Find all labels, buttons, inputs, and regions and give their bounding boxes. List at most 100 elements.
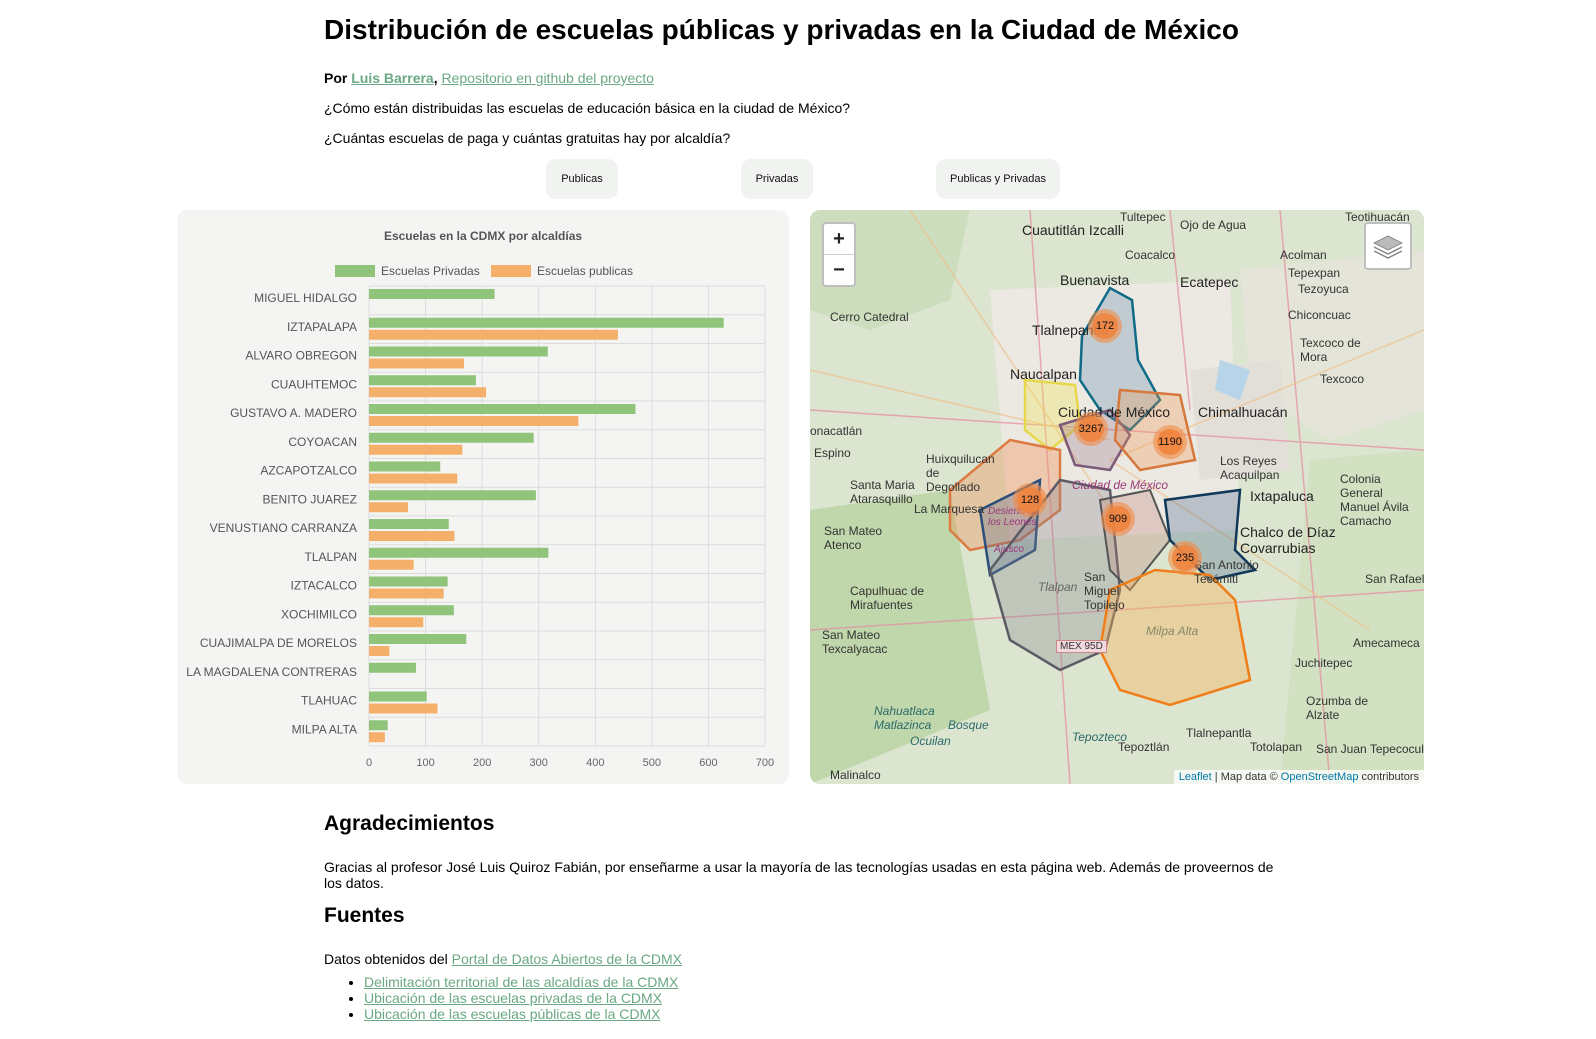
- x-tick-label: 300: [530, 757, 548, 769]
- place-label: Coacalco: [1125, 248, 1176, 262]
- place-label: Tlalpan: [1038, 580, 1078, 594]
- place-label: Texcoco: [1320, 372, 1365, 386]
- road-shield: MEX 95D: [1056, 640, 1107, 653]
- bar: [369, 576, 448, 587]
- byline-separator: ,: [433, 70, 438, 86]
- map-cluster[interactable]: 1190: [1153, 425, 1187, 459]
- place-label: Capulhuac de Mirafuentes: [850, 584, 925, 612]
- by-prefix: Por: [324, 70, 348, 86]
- category-label: LA MAGDALENA CONTRERAS: [186, 665, 357, 679]
- category-label: MILPA ALTA: [292, 722, 357, 736]
- map-cluster[interactable]: 128: [1013, 483, 1047, 517]
- map-panel[interactable]: Cuautitlán Izcalli Tultepec Ojo de Agua …: [810, 210, 1424, 784]
- zoom-out-button[interactable]: −: [824, 254, 854, 285]
- repo-link[interactable]: Repositorio en github del proyecto: [441, 70, 654, 86]
- place-label: Desierto de los Leones: [988, 506, 1040, 528]
- cluster-count: 909: [1105, 506, 1131, 532]
- map-cluster[interactable]: 3267: [1074, 412, 1108, 446]
- osm-link[interactable]: OpenStreetMap: [1280, 771, 1359, 783]
- category-label: VENUSTIANO CARRANZA: [210, 521, 357, 535]
- chart-panel: Escuelas en la CDMX por alcaldías Escuela…: [177, 210, 789, 784]
- layers-icon: [1372, 235, 1404, 259]
- category-label: IZTAPALAPA: [287, 320, 357, 334]
- place-label: Espino: [814, 446, 851, 460]
- page-title: Distribución de escuelas públicas y priv…: [324, 14, 1239, 45]
- place-label: Buenavista: [1060, 272, 1130, 288]
- place-label: San Rafael: [1365, 572, 1424, 586]
- bar: [369, 605, 454, 616]
- map-cluster[interactable]: 909: [1101, 502, 1135, 536]
- question-count: ¿Cuántas escuelas de paga y cuántas grat…: [324, 130, 731, 146]
- place-label: Ocuilan: [910, 734, 951, 748]
- author-link[interactable]: Luis Barrera: [351, 70, 434, 86]
- bar: [369, 646, 390, 656]
- publicas-button[interactable]: Publicas: [546, 159, 618, 199]
- bar: [369, 547, 549, 558]
- map-cluster[interactable]: 235: [1168, 541, 1202, 575]
- privadas-button[interactable]: Privadas: [741, 159, 813, 199]
- place-label: La Marquesa: [914, 502, 985, 516]
- place-label: Chiconcuac: [1288, 308, 1351, 322]
- portal-link[interactable]: Portal de Datos Abiertos de la CDMX: [451, 951, 682, 967]
- place-label: Tepozteco: [1072, 730, 1127, 744]
- place-label: Ozumba de Alzate: [1306, 694, 1369, 722]
- bar: [369, 732, 385, 743]
- bar: [369, 490, 536, 501]
- place-label: Juchitepec: [1295, 656, 1353, 670]
- bar: [369, 531, 455, 541]
- sources-intro-text: Datos obtenidos del: [324, 951, 448, 967]
- list-item: Ubicación de las escuelas privadas de la…: [364, 990, 678, 1006]
- place-label: Naucalpan: [1010, 366, 1077, 382]
- source-link-alcaldias[interactable]: Delimitación territorial de las alcaldía…: [364, 974, 679, 990]
- place-label: Tepoztlán: [1118, 740, 1170, 754]
- bar: [369, 461, 441, 472]
- layers-control[interactable]: [1364, 222, 1412, 270]
- place-label: Bosque: [948, 718, 989, 732]
- place-label: Tepexpan: [1288, 266, 1341, 280]
- place-label: Ciudad de México: [1058, 404, 1171, 420]
- source-link-publicas[interactable]: Ubicación de las escuelas públicas de la…: [364, 1006, 661, 1022]
- bar: [369, 662, 416, 673]
- zoom-in-button[interactable]: +: [833, 228, 845, 250]
- place-label: Chalco de Díaz Covarrubias: [1240, 524, 1336, 556]
- publicas-y-privadas-button[interactable]: Publicas y Privadas: [936, 159, 1060, 199]
- bar-chart: Escuelas en la CDMX por alcaldías Escuela…: [186, 229, 774, 769]
- category-label: TLALPAN: [305, 550, 357, 564]
- map-attribution: Leaflet | Map data © OpenStreetMap contr…: [1173, 770, 1424, 784]
- place-label: San Mateo Atenco: [824, 524, 883, 552]
- bar: [369, 720, 388, 731]
- bar: [369, 329, 618, 340]
- list-item: Ubicación de las escuelas públicas de la…: [364, 1006, 678, 1022]
- place-label: Acolman: [1280, 248, 1327, 262]
- thanks-heading: Agradecimientos: [324, 812, 495, 835]
- legend-swatch: [335, 265, 375, 277]
- sources-intro: Datos obtenidos del Portal de Datos Abie…: [324, 951, 1284, 967]
- place-label: Los Reyes Acaquilpan: [1220, 454, 1280, 482]
- place-label: San Antonio Tecómitl: [1194, 558, 1259, 586]
- chart-title: Escuelas en la CDMX por alcaldías: [384, 229, 582, 243]
- place-label: San Juan Tepecoculco: [1316, 742, 1424, 756]
- cluster-count: 172: [1092, 313, 1118, 339]
- source-link-privadas[interactable]: Ubicación de las escuelas privadas de la…: [364, 990, 663, 1006]
- category-label: AZCAPOTZALCO: [260, 464, 357, 478]
- place-label: Milpa Alta: [1146, 624, 1199, 638]
- category-label: BENITO JUAREZ: [263, 492, 357, 506]
- bar: [369, 358, 465, 369]
- cluster-count: 235: [1172, 545, 1198, 571]
- map-background: [810, 210, 1424, 784]
- place-label: Ixtapaluca: [1250, 488, 1314, 504]
- bar: [369, 317, 724, 328]
- place-label: San Miguel Topilejo: [1084, 570, 1125, 612]
- question-distribution: ¿Cómo están distribuidas las escuelas de…: [324, 100, 851, 116]
- place-label: Cerro Catedral: [830, 310, 909, 324]
- map-cluster[interactable]: 172: [1088, 309, 1122, 343]
- place-label: Totolapan: [1250, 740, 1303, 754]
- place-label: Texcoco de Mora: [1300, 336, 1361, 364]
- cluster-count: 1190: [1157, 429, 1183, 455]
- bar: [369, 617, 424, 628]
- place-label: Santa Maria Atarasquillo: [850, 478, 915, 506]
- thanks-text: Gracias al profesor José Luis Quiroz Fab…: [324, 859, 1274, 891]
- place-label: Ojo de Agua: [1180, 218, 1247, 232]
- leaflet-link[interactable]: Leaflet: [1178, 771, 1212, 783]
- category-label: XOCHIMILCO: [281, 607, 357, 621]
